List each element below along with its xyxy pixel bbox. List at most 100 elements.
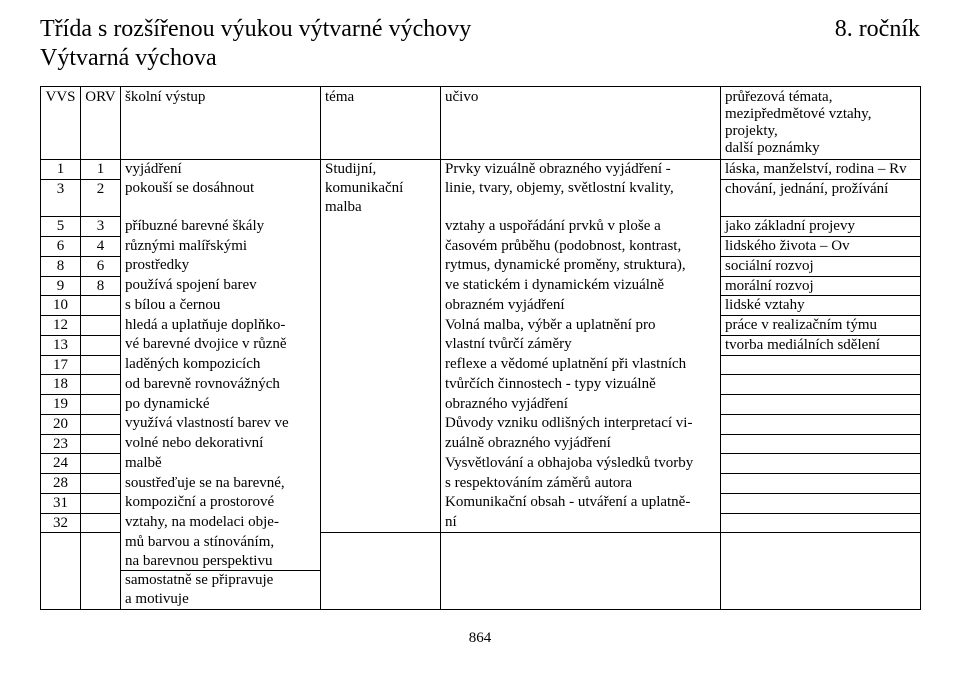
cell-tema: Studijní,: [321, 160, 441, 180]
cell-poznamky: láska, manželství, rodina – Rv: [721, 160, 921, 180]
cell-tema: [321, 395, 441, 415]
cell-tema: [321, 434, 441, 454]
cell-vystup: využívá vlastností barev ve: [121, 414, 321, 434]
page-title: Třída s rozšířenou výukou výtvarné výcho…: [40, 16, 471, 43]
cell-vystup: mů barvou a stínováním,: [121, 533, 321, 552]
cell-orv: 1: [81, 160, 121, 180]
cell-vvs: 12: [41, 316, 81, 336]
cell-vystup: laděných kompozicích: [121, 355, 321, 375]
cell-vystup: kompoziční a prostorové: [121, 493, 321, 513]
table-row: 19po dynamickéobrazného vyjádření: [41, 395, 921, 415]
cell-vvs: 10: [41, 296, 81, 316]
cell-tema: [321, 316, 441, 336]
cell-vvs: 24: [41, 454, 81, 474]
table-row: 23 volné nebo dekorativní zuálně obrazného…: [41, 434, 921, 454]
cell-ucivo: obrazného vyjádření: [441, 395, 721, 415]
table-row: 17 laděných kompozicích reflexe a vědomé u…: [41, 355, 921, 375]
cell-vystup: vztahy, na modelaci obje-: [121, 513, 321, 533]
cell-ucivo: Volná malba, výběr a uplatnění pro: [441, 316, 721, 336]
cell-ucivo: Komunikační obsah - utváření a uplatně-: [441, 493, 721, 513]
cell-vystup: různými malířskými: [121, 237, 321, 257]
page-number: 864: [40, 630, 920, 647]
cell-ucivo: ní: [441, 513, 721, 533]
cell-poznamky: [721, 434, 921, 454]
cell-poznamky: chování, jednání, prožívání: [721, 179, 921, 217]
cell-vvs: 32: [41, 513, 81, 533]
cell-ucivo: zuálně obrazného vyjádření: [441, 434, 721, 454]
cell-vvs: 13: [41, 335, 81, 355]
table-row: 10s bílou a černouobrazném vyjádřenílids…: [41, 296, 921, 316]
cell-ucivo: Prvky vizuálně obrazného vyjádření -: [441, 160, 721, 180]
cell-vystup: používá spojení barev: [121, 276, 321, 296]
cell-tema: [321, 256, 441, 276]
cell-orv: [81, 493, 121, 513]
table-row: 32 vztahy, na modelaci obje-ní: [41, 513, 921, 533]
cell-vvs: 23: [41, 434, 81, 454]
table-row: 24malběVysvětlování a obhajoba výsledků …: [41, 454, 921, 474]
col-header-vvs: VVS: [41, 87, 81, 160]
cell-poznamky: [721, 355, 921, 375]
col-header-orv: ORV: [81, 87, 121, 160]
cell-tema: [321, 335, 441, 355]
cell-tema: [321, 375, 441, 395]
poznamky-line: průřezová témata,: [725, 89, 832, 105]
table-row: 32pokouší se dosáhnoutkomunikační malbal…: [41, 179, 921, 217]
poznamky-line: projekty,: [725, 123, 778, 139]
cell-vystup: od barevně rovnovážných: [121, 375, 321, 395]
cell-vvs: 17: [41, 355, 81, 375]
cell-ucivo: obrazném vyjádření: [441, 296, 721, 316]
cell-vystup: s bílou a černou: [121, 296, 321, 316]
cell-vvs: 20: [41, 414, 81, 434]
cell-orv: 6: [81, 256, 121, 276]
cell-poznamky: [721, 493, 921, 513]
header-row: Třída s rozšířenou výukou výtvarné výcho…: [40, 16, 920, 43]
cell-tema: [321, 493, 441, 513]
poznamky-line: mezipředmětové vztahy,: [725, 106, 871, 122]
cell-orv: [81, 335, 121, 355]
cell-orv: [81, 434, 121, 454]
table-row: 12hledá a uplatňuje doplňko-Volná malba,…: [41, 316, 921, 336]
cell-tema: [321, 454, 441, 474]
cell-vystup: volné nebo dekorativní: [121, 434, 321, 454]
cell-ucivo: časovém průběhu (podobnost, kontrast,: [441, 237, 721, 257]
cell-vvs: 18: [41, 375, 81, 395]
cell-orv: [81, 474, 121, 494]
col-header-tema: téma: [321, 87, 441, 160]
cell-vvs: 28: [41, 474, 81, 494]
cell-ucivo: reflexe a vědomé uplatnění při vlastních: [441, 355, 721, 375]
cell-vystup: samostatně se připravuje: [121, 571, 321, 590]
cell-vvs: 5: [41, 217, 81, 237]
cell-tema: [321, 296, 441, 316]
table-row: 98používá spojení barevve statickém i dy…: [41, 276, 921, 296]
cell-orv: [81, 454, 121, 474]
cell-orv: 3: [81, 217, 121, 237]
cell-vystup: příbuzné barevné škály: [121, 217, 321, 237]
cell-orv: 8: [81, 276, 121, 296]
cell-poznamky: lidského života – Ov: [721, 237, 921, 257]
cell-poznamky: jako základní projevy: [721, 217, 921, 237]
cell-poznamky: práce v realizačním týmu: [721, 316, 921, 336]
table-row: mů barvou a stínováním,: [41, 533, 921, 552]
cell-vystup: na barevnou perspektivu: [121, 552, 321, 571]
cell-orv: 2: [81, 179, 121, 217]
cell-orv: 4: [81, 237, 121, 257]
cell-poznamky: [721, 395, 921, 415]
grade-label: 8. ročník: [835, 16, 920, 43]
cell-vvs: 3: [41, 179, 81, 217]
cell-vystup: vé barevné dvojice v různě: [121, 335, 321, 355]
cell-ucivo: linie, tvary, objemy, světlostní kvality…: [441, 179, 721, 217]
cell-poznamky: tvorba mediálních sdělení: [721, 335, 921, 355]
cell-poznamky: [721, 454, 921, 474]
cell-vystup: pokouší se dosáhnout: [121, 179, 321, 217]
cell-orv: [81, 316, 121, 336]
table-row: 11vyjádřeníStudijní,Prvky vizuálně obraz…: [41, 160, 921, 180]
table-row: 20využívá vlastností barev veDůvody vzni…: [41, 414, 921, 434]
page-root: Třída s rozšířenou výukou výtvarné výcho…: [0, 0, 960, 674]
cell-vystup: malbě: [121, 454, 321, 474]
table-row: 31kompoziční a prostorovéKomunikační obs…: [41, 493, 921, 513]
col-header-ucivo: učivo: [441, 87, 721, 160]
cell-poznamky: [721, 414, 921, 434]
cell-poznamky: sociální rozvoj: [721, 256, 921, 276]
cell-vvs: [41, 533, 81, 610]
cell-tema: [321, 533, 441, 610]
